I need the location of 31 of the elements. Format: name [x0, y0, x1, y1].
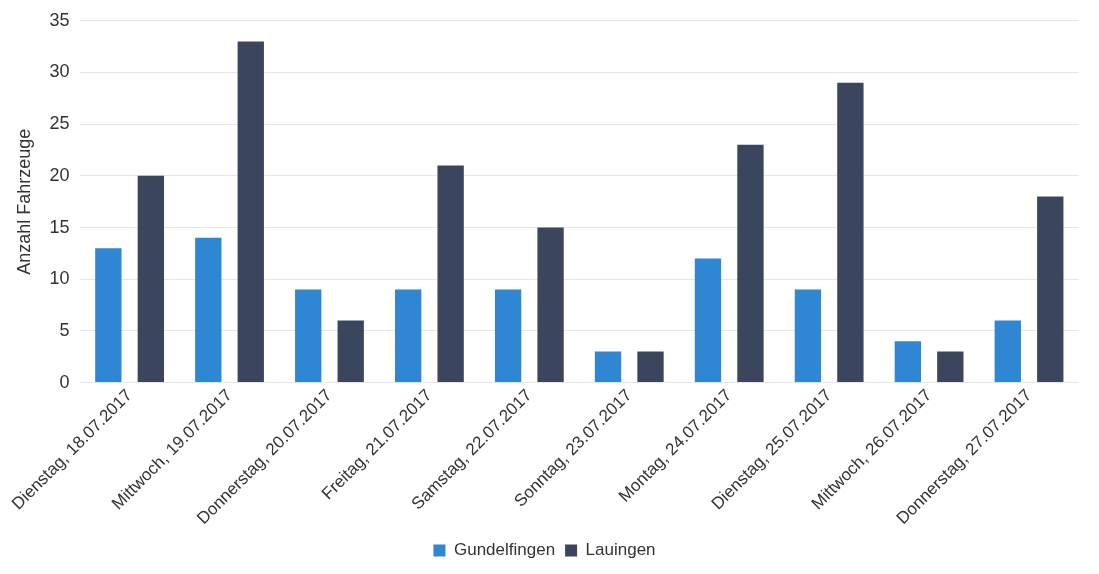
- bar: [537, 227, 564, 383]
- bar: [894, 341, 922, 383]
- bar: [737, 144, 764, 383]
- y-tick-label: 35: [49, 9, 70, 30]
- y-tick-label: 5: [59, 319, 70, 340]
- y-tick-label: 0: [59, 371, 70, 392]
- y-tick-label: 30: [49, 61, 70, 82]
- bar: [594, 351, 622, 383]
- bar: [837, 82, 864, 383]
- bar: [494, 289, 522, 383]
- bar: [95, 248, 122, 383]
- bar: [694, 258, 722, 383]
- bar: [195, 237, 222, 383]
- y-tick-label: 20: [49, 164, 70, 185]
- bar: [395, 289, 422, 383]
- bar: [295, 289, 322, 383]
- y-tick-label: 15: [49, 216, 70, 237]
- bar: [994, 320, 1021, 383]
- bar: [337, 320, 364, 383]
- legend-label: Gundelfingen: [453, 540, 556, 560]
- bar: [137, 175, 164, 383]
- bar: [794, 289, 822, 383]
- bar: [1037, 196, 1064, 383]
- bar: [637, 351, 664, 383]
- y-tick-label: 25: [49, 113, 70, 134]
- y-tick-label: 10: [49, 268, 70, 289]
- bar: [937, 351, 964, 383]
- bar: [437, 165, 464, 383]
- y-axis-title: Anzahl Fahrzeuge: [13, 128, 34, 275]
- bar: [237, 41, 264, 383]
- legend-label: Lauingen: [585, 540, 656, 560]
